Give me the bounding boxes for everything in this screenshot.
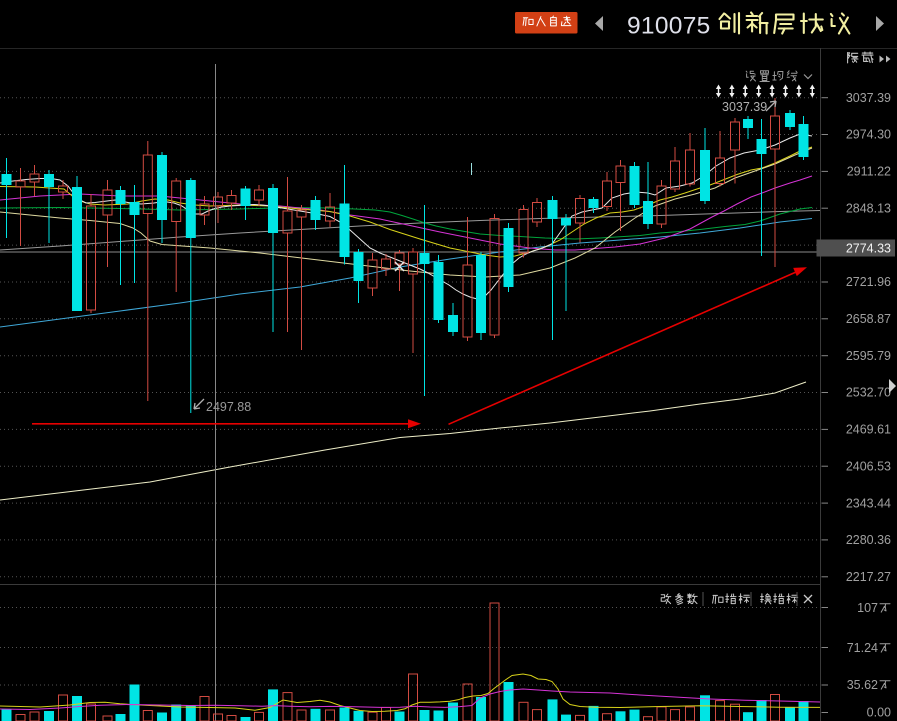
- svg-text:2774.33: 2774.33: [846, 242, 891, 256]
- svg-text:2974.30: 2974.30: [846, 128, 891, 142]
- svg-text:2343.44: 2343.44: [846, 496, 891, 510]
- svg-text:2280.36: 2280.36: [846, 533, 891, 547]
- svg-text:2595.79: 2595.79: [846, 349, 891, 363]
- svg-text:71.24: 71.24: [847, 641, 878, 655]
- svg-text:2721.96: 2721.96: [846, 275, 891, 289]
- svg-text:107: 107: [857, 601, 878, 615]
- svg-text:3037.39: 3037.39: [722, 100, 767, 114]
- svg-text:910075: 910075: [627, 13, 711, 40]
- svg-text:35.62: 35.62: [847, 678, 878, 692]
- svg-text:3037.39: 3037.39: [846, 91, 891, 105]
- svg-text:2217.27: 2217.27: [846, 570, 891, 584]
- svg-text:2469.61: 2469.61: [846, 423, 891, 437]
- svg-text:2532.70: 2532.70: [846, 386, 891, 400]
- svg-text:2848.13: 2848.13: [846, 201, 891, 215]
- svg-text:2658.87: 2658.87: [846, 312, 891, 326]
- svg-text:2911.22: 2911.22: [847, 165, 891, 179]
- svg-text:2406.53: 2406.53: [846, 459, 891, 473]
- svg-text:2497.88: 2497.88: [206, 400, 251, 414]
- svg-text:0.00: 0.00: [867, 706, 891, 720]
